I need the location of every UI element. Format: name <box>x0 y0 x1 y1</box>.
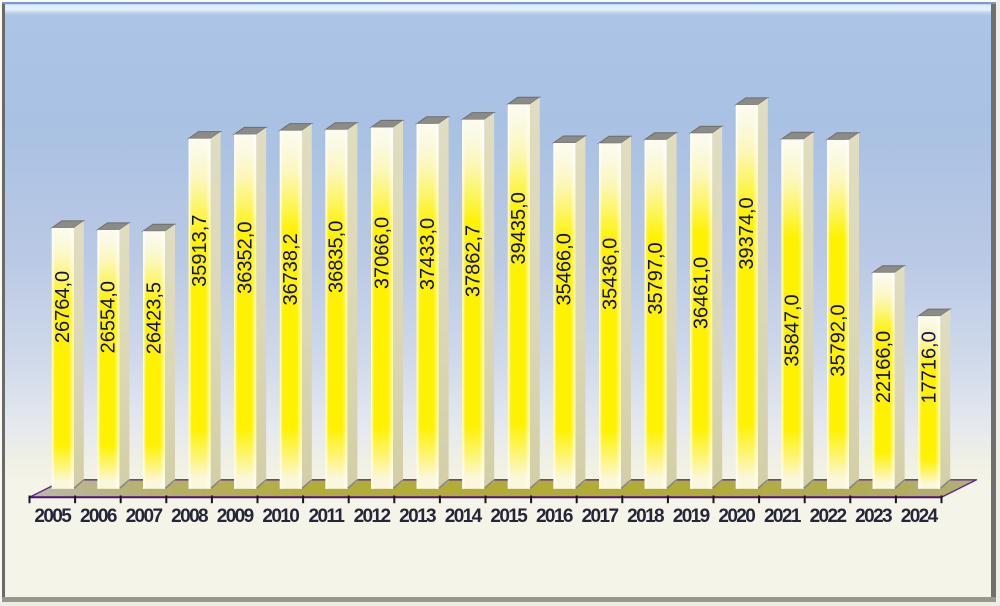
svg-text:2009: 2009 <box>217 506 254 527</box>
svg-text:35913,7: 35913,7 <box>189 215 211 287</box>
svg-text:36835,0: 36835,0 <box>326 221 348 293</box>
svg-text:2020: 2020 <box>718 506 755 527</box>
svg-text:2012: 2012 <box>354 506 391 527</box>
svg-text:2021: 2021 <box>764 506 802 527</box>
svg-text:2024: 2024 <box>901 506 939 527</box>
svg-text:17716,0: 17716,0 <box>918 331 940 403</box>
svg-text:37862,7: 37862,7 <box>462 225 484 297</box>
svg-text:35847,0: 35847,0 <box>782 294 804 366</box>
svg-text:36738,2: 36738,2 <box>280 233 302 305</box>
svg-text:39374,0: 39374,0 <box>736 197 758 269</box>
svg-text:36461,0: 36461,0 <box>690 257 712 329</box>
svg-text:2017: 2017 <box>582 506 619 527</box>
svg-text:2011: 2011 <box>308 506 345 527</box>
svg-text:35466,0: 35466,0 <box>554 233 576 305</box>
svg-text:2019: 2019 <box>673 506 710 527</box>
svg-text:2016: 2016 <box>536 506 573 527</box>
svg-text:36352,0: 36352,0 <box>234 222 256 294</box>
svg-text:22166,0: 22166,0 <box>873 331 895 403</box>
svg-text:2018: 2018 <box>627 506 664 527</box>
svg-text:2005: 2005 <box>34 506 72 527</box>
svg-text:2010: 2010 <box>262 506 299 527</box>
svg-text:2015: 2015 <box>490 506 528 527</box>
svg-text:2007: 2007 <box>126 506 163 527</box>
svg-text:35792,0: 35792,0 <box>827 304 849 376</box>
svg-text:35436,0: 35436,0 <box>599 238 621 310</box>
svg-text:26554,0: 26554,0 <box>98 281 120 353</box>
svg-text:39435,0: 39435,0 <box>508 192 530 264</box>
svg-text:2006: 2006 <box>80 506 117 527</box>
svg-text:2023: 2023 <box>855 506 892 527</box>
svg-text:2014: 2014 <box>445 506 483 527</box>
svg-text:2022: 2022 <box>810 506 847 527</box>
svg-text:26423,5: 26423,5 <box>143 282 165 354</box>
svg-text:26764,0: 26764,0 <box>52 271 74 343</box>
svg-text:2008: 2008 <box>171 506 208 527</box>
svg-text:37433,0: 37433,0 <box>417 218 439 290</box>
svg-text:2013: 2013 <box>399 506 436 527</box>
svg-text:35797,0: 35797,0 <box>645 242 667 314</box>
svg-text:37066,0: 37066,0 <box>371 217 393 289</box>
